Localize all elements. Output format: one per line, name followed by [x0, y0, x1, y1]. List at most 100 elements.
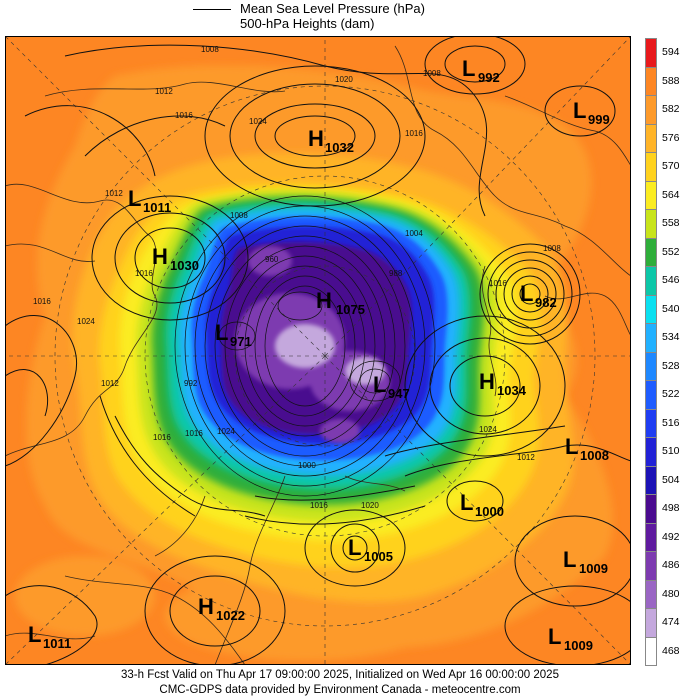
- isobar-label: 1016: [153, 433, 171, 442]
- colorbar-label: 588: [662, 74, 680, 87]
- colorbar-swatch: [645, 266, 657, 295]
- colorbar-swatch: [645, 66, 657, 95]
- colorbar-swatch: [645, 294, 657, 323]
- colorbar-swatch: [645, 323, 657, 352]
- isobar-label: 1024: [217, 427, 235, 436]
- colorbar-label: 468: [662, 644, 680, 657]
- pressure-center-value: 1009: [564, 638, 593, 653]
- isobar-label: 988: [389, 269, 403, 278]
- forecast-validity-text: 33-h Fcst Valid on Thu Apr 17 09:00:00 2…: [121, 669, 559, 681]
- isobar-label: 992: [184, 379, 198, 388]
- isobar-label: 1020: [361, 501, 379, 510]
- colorbar-swatch: [645, 380, 657, 409]
- colorbar-swatch: [645, 38, 657, 67]
- colorbar-swatch: [645, 437, 657, 466]
- isobar-label: 1016: [135, 269, 153, 278]
- isobar-label: 1016: [310, 501, 328, 510]
- legend-mslp-label: Mean Sea Level Pressure (hPa): [240, 1, 425, 16]
- forecast-map: 1008 1012 1016 1020 1024 1016 1012 1008 …: [5, 36, 631, 665]
- colorbar-label: 576: [662, 131, 680, 144]
- isobar-label: 1012: [105, 189, 123, 198]
- isobar-label: 1012: [517, 453, 535, 462]
- legend-heights-label: 500-hPa Heights (dam): [240, 16, 375, 31]
- pressure-center-letter: H: [316, 288, 332, 313]
- colorbar-label: 474: [662, 616, 680, 629]
- colorbar-label: 510: [662, 445, 680, 458]
- colorbar-swatch: [645, 351, 657, 380]
- isobar-label: 1004: [405, 229, 423, 238]
- colorbar-swatch: [645, 180, 657, 209]
- pressure-center-value: 1005: [364, 549, 393, 564]
- pressure-center-value: 1075: [336, 302, 365, 317]
- pressure-center-letter: L: [215, 320, 228, 345]
- colorbar-label: 570: [662, 160, 680, 173]
- map-frame: [5, 36, 631, 665]
- pressure-center-value: 1011: [143, 200, 171, 215]
- pressure-center-letter: H: [308, 126, 324, 151]
- colorbar-label: 582: [662, 103, 680, 116]
- colorbar-label: 534: [662, 331, 680, 344]
- pressure-center-value: 947: [388, 386, 410, 401]
- isobar-label: 1016: [489, 279, 507, 288]
- isobar-label: 1008: [201, 45, 219, 54]
- isobar-label: 1016: [33, 297, 51, 306]
- colorbar-swatch: [645, 408, 657, 437]
- colorbar-swatch: [645, 608, 657, 637]
- isobar-label: 1016: [405, 129, 423, 138]
- colorbar-swatch: [645, 551, 657, 580]
- pressure-center-value: 999: [588, 112, 610, 127]
- isobar-label: 1008: [543, 244, 561, 253]
- colorbar-label: 540: [662, 302, 680, 315]
- colorbar-swatch: [645, 237, 657, 266]
- pressure-center-letter: H: [479, 369, 495, 394]
- colorbar-swatch: [645, 494, 657, 523]
- pressure-center-letter: L: [548, 624, 561, 649]
- colorbar-label: 552: [662, 245, 680, 258]
- pressure-center-value: 1008: [580, 448, 609, 463]
- isobar-label: 1000: [298, 461, 316, 470]
- pressure-centers: L 992 L 999 H 1032 L 1011 H 1030 H 1075 …: [28, 56, 610, 653]
- pressure-center-letter: L: [520, 281, 533, 306]
- pressure-center-letter: L: [573, 98, 586, 123]
- height-field-474: [275, 324, 385, 385]
- colorbar-label: 516: [662, 416, 680, 429]
- isobars: [5, 36, 631, 665]
- isobar-label: 1012: [101, 379, 119, 388]
- isobar-label: 1024: [77, 317, 95, 326]
- isobar-line-key: [193, 9, 231, 10]
- colorbar-swatch: [645, 465, 657, 494]
- colorbar-swatch: [645, 123, 657, 152]
- isobar-label: 1016: [175, 111, 193, 120]
- colorbar-swatch: [645, 579, 657, 608]
- isobar-label: 1008: [230, 211, 248, 220]
- pressure-center-letter: L: [563, 547, 576, 572]
- pressure-center-letter: L: [565, 434, 578, 459]
- data-credit-text: CMC-GDPS data provided by Environment Ca…: [159, 684, 521, 696]
- colorbar-label: 504: [662, 473, 680, 486]
- colorbar-swatch: [645, 522, 657, 551]
- colorbar-swatch: [645, 152, 657, 181]
- pressure-center-letter: L: [128, 186, 141, 211]
- pressure-center-value: 1009: [579, 561, 608, 576]
- colorbar-label: 522: [662, 388, 680, 401]
- pressure-center-letter: H: [198, 594, 214, 619]
- isobar-label: 1024: [479, 425, 497, 434]
- pressure-center-value: 971: [230, 334, 252, 349]
- pressure-center-value: 1034: [497, 383, 527, 398]
- pressure-center-value: 982: [535, 295, 557, 310]
- height-colorbar: 594 588 582 576 570 564 558 552 546 540 534 528 522 5…: [645, 38, 680, 666]
- pressure-center-letter: L: [373, 372, 386, 397]
- colorbar-label: 546: [662, 274, 680, 287]
- colorbar-label: 564: [662, 188, 680, 201]
- footer: 33-h Fcst Valid on Thu Apr 17 09:00:00 2…: [0, 668, 680, 698]
- colorbar-label: 594: [662, 46, 680, 59]
- colorbar-label: 558: [662, 217, 680, 230]
- colorbar-label: 480: [662, 587, 680, 600]
- colorbar-label: 498: [662, 502, 680, 515]
- pressure-center-value: 1030: [170, 258, 199, 273]
- colorbar-label: 492: [662, 530, 680, 543]
- pressure-center-letter: L: [348, 535, 361, 560]
- isobar-label: 960: [265, 255, 279, 264]
- isobar-label: 1024: [249, 117, 267, 126]
- colorbar-swatch: [645, 209, 657, 238]
